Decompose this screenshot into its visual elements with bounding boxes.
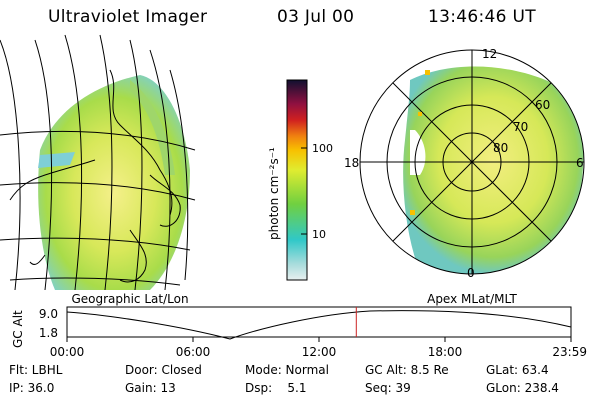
time-tick-label: 06:00 [176,345,211,359]
colorbar-tick-10: 10 [312,228,326,241]
image-time: 13:46:46 UT [428,7,536,27]
time-tick-label: 12:00 [302,345,337,359]
polar-panel-label: Apex MLat/MLT [427,292,517,306]
footer-glon: GLon: 238.4 [486,381,559,395]
image-date: 03 Jul 00 [277,7,355,27]
footer-gc-alt: GC Alt: 8.5 Re [365,363,449,377]
instrument-title: Ultraviolet Imager [48,7,208,27]
footer-mode: Mode: Normal [245,363,329,377]
colorbar-label: photon cm⁻²s⁻¹ [267,147,281,240]
mlt-label-6: 6 [576,156,584,170]
footer-glat: GLat: 63.4 [486,363,549,377]
footer-gain: Gain: 13 [125,381,176,395]
mlat-label-80: 80 [493,141,508,155]
alt-ymax: 9.0 [39,307,58,321]
mlat-label-70: 70 [513,120,528,134]
footer-filter: Flt: LBHL [9,363,63,377]
time-tick-label: 23:59 [552,345,587,359]
time-tick-label: 18:00 [428,345,463,359]
mlt-label-0: 0 [467,266,475,280]
mlt-label-12: 12 [482,47,497,61]
mlt-label-18: 18 [344,156,359,170]
footer-seq: Seq: 39 [365,381,411,395]
geo-panel-label: Geographic Lat/Lon [71,292,188,306]
footer-ip: IP: 36.0 [9,381,55,395]
footer-door: Door: Closed [125,363,202,377]
time-tick-label: 00:00 [50,345,85,359]
alt-ylabel: GC Alt [11,310,25,348]
mlat-label-60: 60 [535,98,550,112]
footer-dsp: Dsp: 5.1 [245,381,307,395]
alt-ymin: 1.8 [39,326,58,340]
colorbar-tick-100: 100 [312,142,333,155]
